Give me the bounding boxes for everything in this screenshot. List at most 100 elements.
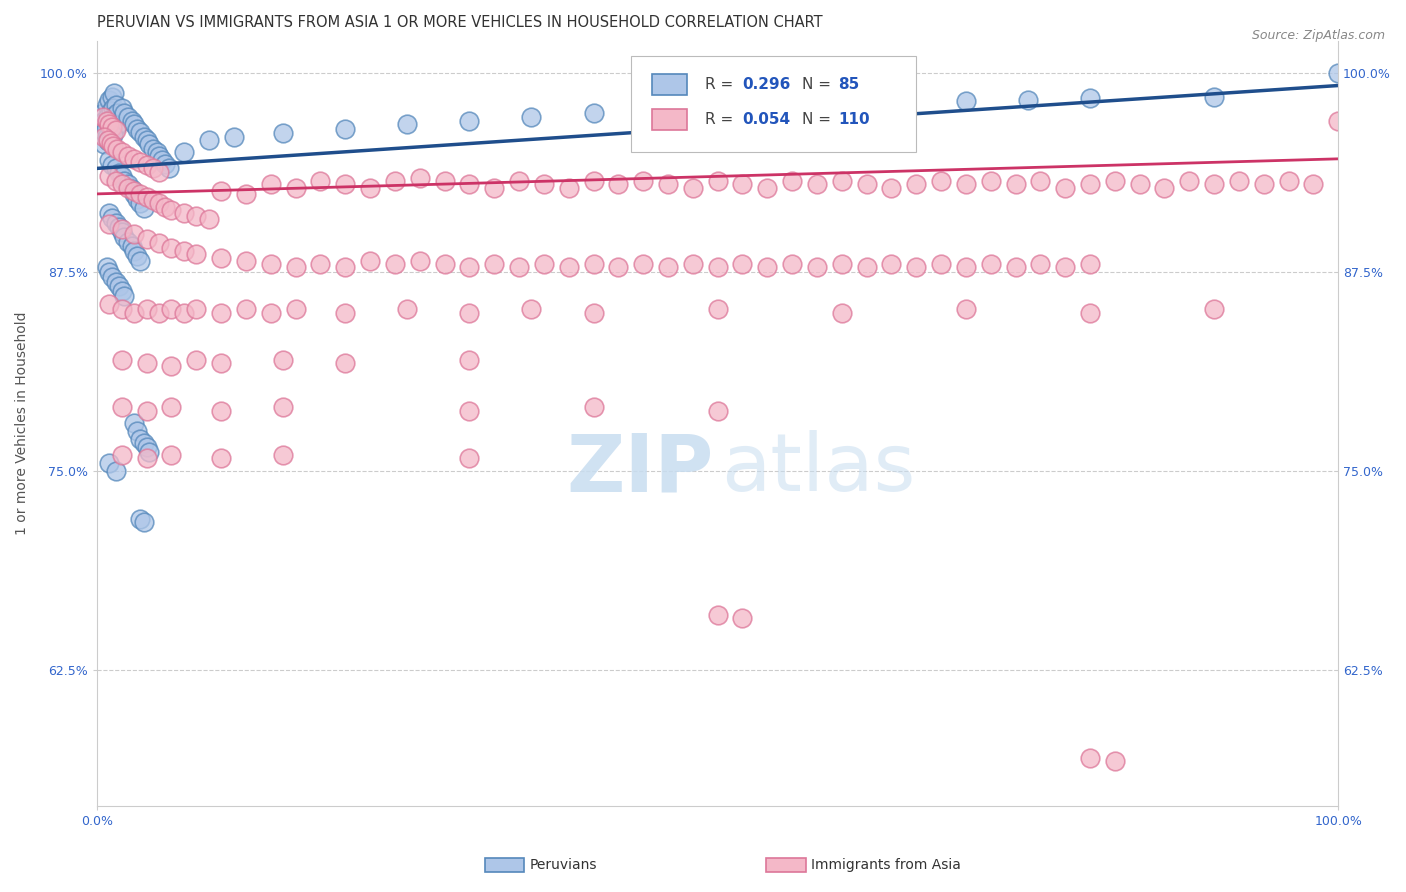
Point	[657, 260, 679, 275]
Point	[145, 145, 167, 160]
Point	[644, 103, 666, 117]
Point	[96, 97, 118, 112]
Point	[520, 111, 543, 125]
Point	[209, 356, 232, 370]
Point	[96, 129, 118, 144]
Point	[121, 182, 143, 196]
Point	[155, 156, 177, 170]
Point	[111, 284, 134, 298]
Point	[209, 403, 232, 417]
Point	[458, 113, 481, 128]
Point	[880, 257, 903, 271]
Point	[134, 129, 156, 144]
Point	[108, 279, 131, 293]
Point	[111, 352, 134, 367]
Point	[160, 202, 183, 217]
Point	[222, 129, 245, 144]
Point	[98, 153, 121, 168]
Point	[138, 445, 160, 459]
Point	[91, 111, 114, 125]
Point	[806, 260, 828, 275]
Text: PERUVIAN VS IMMIGRANTS FROM ASIA 1 OR MORE VEHICLES IN HOUSEHOLD CORRELATION CHA: PERUVIAN VS IMMIGRANTS FROM ASIA 1 OR MO…	[97, 15, 823, 30]
Point	[806, 178, 828, 192]
Point	[129, 125, 152, 139]
Point	[271, 448, 294, 462]
Point	[96, 260, 118, 275]
Point	[104, 123, 127, 137]
Point	[484, 180, 506, 194]
Point	[1129, 178, 1152, 192]
Point	[631, 257, 654, 271]
Point	[129, 512, 152, 526]
Point	[100, 103, 122, 118]
Point	[1078, 91, 1101, 105]
Point	[831, 97, 853, 112]
Text: atlas: atlas	[721, 430, 915, 508]
Point	[135, 403, 157, 417]
Point	[105, 142, 128, 156]
Point	[582, 105, 605, 120]
Point	[396, 117, 419, 131]
Point	[1153, 180, 1175, 194]
Point	[101, 269, 124, 284]
Point	[101, 139, 124, 153]
Point	[150, 153, 173, 168]
Point	[101, 211, 124, 225]
Point	[235, 186, 257, 201]
Point	[855, 178, 877, 192]
Point	[160, 241, 183, 255]
Point	[433, 257, 456, 271]
Point	[94, 121, 117, 136]
Point	[520, 301, 543, 316]
Point	[135, 231, 157, 245]
Point	[780, 174, 803, 188]
Point	[186, 301, 208, 316]
Point	[112, 289, 135, 303]
Point	[1104, 174, 1126, 188]
Point	[173, 145, 195, 160]
Point	[122, 186, 145, 201]
Text: N =: N =	[801, 112, 837, 128]
Point	[104, 161, 127, 176]
Point	[731, 611, 754, 625]
Point	[160, 301, 183, 316]
Point	[731, 257, 754, 271]
Point	[121, 113, 143, 128]
Point	[359, 253, 381, 268]
Point	[335, 121, 357, 136]
Point	[335, 260, 357, 275]
Point	[980, 174, 1002, 188]
Point	[682, 257, 704, 271]
Point	[98, 169, 121, 184]
Point	[209, 451, 232, 466]
Point	[607, 178, 630, 192]
Point	[260, 257, 283, 271]
Point	[284, 301, 307, 316]
Point	[142, 161, 165, 176]
Point	[1029, 174, 1052, 188]
Point	[186, 247, 208, 261]
Point	[101, 89, 124, 103]
Point	[197, 212, 219, 227]
Point	[458, 178, 481, 192]
Text: Source: ZipAtlas.com: Source: ZipAtlas.com	[1251, 29, 1385, 42]
Point	[1004, 260, 1026, 275]
Point	[98, 117, 121, 131]
Point	[271, 126, 294, 140]
Point	[335, 356, 357, 370]
Point	[582, 257, 605, 271]
Point	[209, 306, 232, 320]
Point	[235, 253, 257, 268]
Point	[186, 352, 208, 367]
Point	[260, 178, 283, 192]
Point	[1078, 306, 1101, 320]
Point	[104, 97, 127, 112]
Point	[458, 260, 481, 275]
Point	[409, 171, 432, 186]
Point	[100, 131, 122, 145]
Point	[134, 201, 156, 215]
Point	[129, 155, 152, 169]
Point	[384, 257, 406, 271]
Point	[955, 178, 977, 192]
Point	[155, 200, 177, 214]
